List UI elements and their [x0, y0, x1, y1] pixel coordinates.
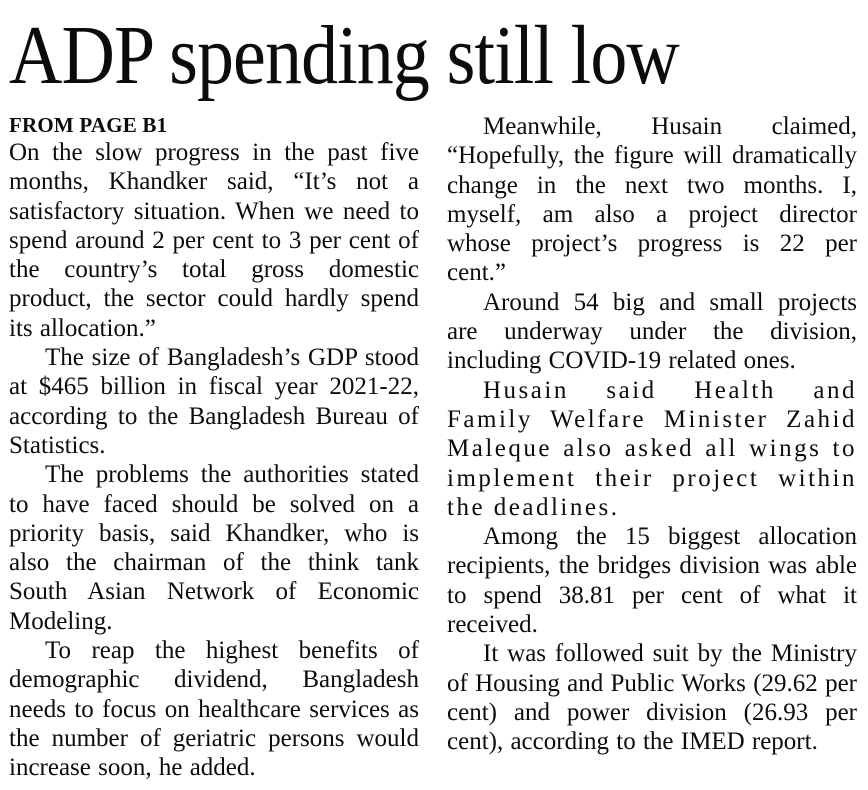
article-headline: ADP spending still low [9, 8, 857, 104]
paragraph: To reap the highest benefits of demograp… [9, 637, 419, 782]
column-left: FROM PAGE B1 On the slow progress in the… [9, 112, 419, 783]
article-headline-text: ADP spending still low [9, 9, 680, 102]
paragraph: Meanwhile, Husain claimed, “Hopefully, t… [447, 113, 857, 287]
paragraph: On the slow progress in the past five mo… [9, 139, 419, 342]
continuation-kicker: FROM PAGE B1 [9, 113, 168, 137]
paragraph: Around 54 big and small projects are und… [447, 288, 857, 375]
paragraph: Among the 15 biggest allocation recipien… [447, 523, 857, 639]
paragraph: It was followed suit by the Ministry of … [447, 640, 857, 756]
column-right: Meanwhile, Husain claimed, “Hopefully, t… [447, 112, 857, 783]
paragraph: The problems the authorities stated to h… [9, 461, 419, 635]
paragraph: The size of Bangladesh’s GDP stood at $4… [9, 344, 419, 459]
paragraph: Husain said Health and Family Welfare Mi… [447, 376, 857, 521]
article-columns: FROM PAGE B1 On the slow progress in the… [9, 112, 857, 783]
